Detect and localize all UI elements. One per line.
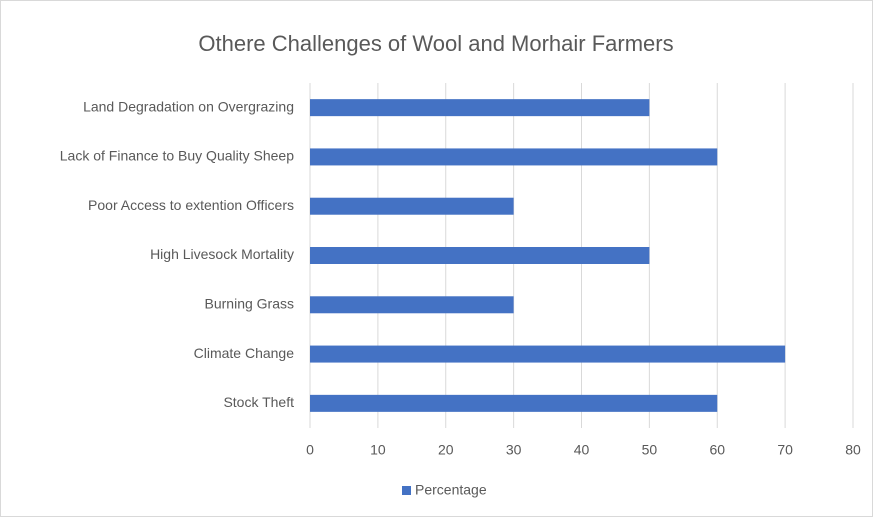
x-tick-label: 40	[574, 442, 590, 458]
legend-swatch	[402, 486, 411, 495]
bar	[310, 148, 718, 166]
y-tick-label: Poor Access to extention Officers	[88, 197, 294, 213]
x-tick-label: 80	[845, 442, 861, 458]
x-tick-label: 70	[777, 442, 793, 458]
bar	[310, 197, 514, 215]
x-tick-label: 10	[370, 442, 386, 458]
x-tick-label: 20	[438, 442, 454, 458]
y-tick-label: Burning Grass	[205, 295, 294, 311]
x-tick-label: 60	[709, 442, 725, 458]
bar	[310, 394, 718, 412]
x-tick-label: 0	[306, 442, 314, 458]
y-tick-label: Land Degradation on Overgrazing	[83, 98, 294, 114]
y-tick-label: Stock Theft	[223, 394, 294, 410]
bar	[310, 296, 514, 314]
chart-title: Othere Challenges of Wool and Morhair Fa…	[198, 31, 673, 56]
y-tick-label: High Livesock Mortality	[150, 246, 294, 262]
y-tick-label: Climate Change	[194, 345, 295, 361]
bar	[310, 247, 650, 264]
bar	[310, 345, 786, 363]
legend-label: Percentage	[415, 482, 487, 498]
y-tick-label: Lack of Finance to Buy Quality Sheep	[60, 148, 294, 164]
x-tick-label: 50	[642, 442, 658, 458]
x-tick-label: 30	[506, 442, 522, 458]
bar	[310, 99, 650, 117]
